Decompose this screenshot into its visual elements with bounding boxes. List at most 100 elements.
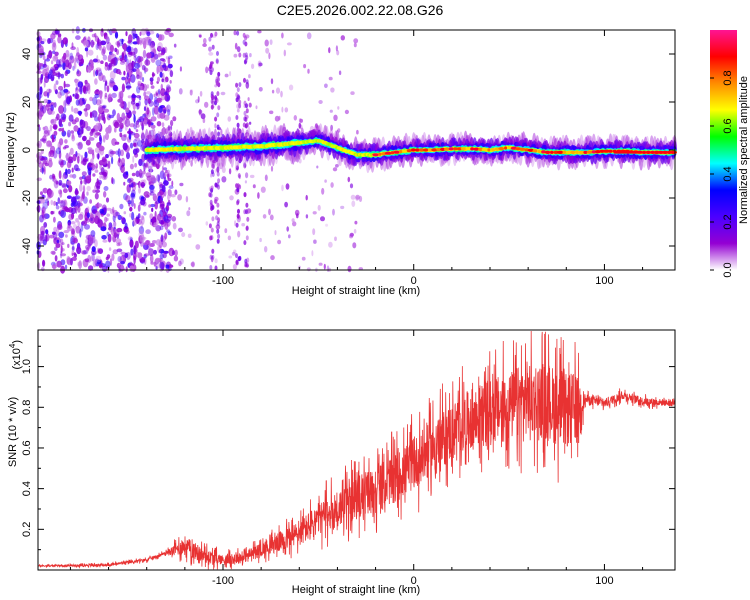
noise-cell [159, 112, 166, 119]
noise-cell [161, 206, 165, 213]
noise-cell [210, 131, 214, 137]
noise-cell [131, 211, 135, 221]
noise-cell [51, 264, 57, 269]
noise-cell [313, 239, 317, 244]
noise-cell [54, 246, 58, 251]
noise-cell [64, 70, 69, 76]
noise-cell [321, 187, 325, 195]
noise-cell [91, 110, 98, 118]
noise-cell [150, 45, 156, 53]
noise-cell [248, 74, 251, 79]
noise-cell [178, 260, 182, 267]
noise-cell [214, 123, 217, 129]
noise-cell [69, 52, 74, 60]
noise-cell [120, 251, 126, 255]
noise-cell [96, 247, 101, 254]
noise-cell [260, 156, 263, 161]
noise-cell [311, 250, 314, 257]
noise-cell [108, 149, 114, 158]
noise-cell [203, 38, 207, 44]
noise-cell [43, 91, 49, 97]
noise-cell [70, 46, 76, 51]
noise-cell [167, 63, 173, 69]
noise-cell [124, 118, 131, 128]
noise-cell [328, 241, 333, 248]
noise-cell [58, 118, 63, 127]
noise-cell [149, 191, 155, 196]
noise-cell [355, 194, 360, 200]
noise-cell [47, 92, 50, 99]
noise-cell [323, 263, 326, 270]
noise-cell [235, 259, 239, 265]
noise-cell [120, 59, 127, 63]
noise-cell [151, 58, 156, 63]
noise-cell [120, 260, 125, 265]
noise-cell [84, 110, 89, 117]
ridge-peak [556, 150, 564, 154]
noise-cell [67, 62, 72, 70]
noise-cell [233, 249, 237, 254]
noise-cell [56, 224, 63, 231]
noise-cell [142, 242, 149, 246]
spectrogram-marks [36, 26, 677, 274]
noise-cell [84, 224, 90, 230]
noise-cell [123, 42, 127, 52]
noise-cell [103, 191, 107, 198]
noise-cell [39, 225, 46, 235]
noise-cell [217, 233, 221, 239]
noise-cell [233, 30, 237, 36]
colorbar: 0.0 0.2 0.4 0.6 0.8 Normalized spectral ampl… [710, 30, 750, 278]
noise-cell [326, 265, 330, 273]
noise-cell [53, 102, 57, 108]
noise-cell [51, 134, 55, 143]
ridge-peak [378, 152, 382, 156]
noise-cell [281, 32, 284, 39]
noise-cell [141, 37, 147, 45]
noise-cell [146, 52, 152, 59]
noise-cell [171, 216, 177, 222]
noise-cell [105, 35, 109, 40]
noise-cell [113, 121, 120, 129]
noise-cell [36, 70, 42, 74]
noise-cell [94, 116, 100, 122]
noise-cell [189, 89, 193, 96]
noise-cell [53, 83, 57, 92]
noise-cell [269, 214, 274, 221]
noise-cell [245, 235, 249, 241]
noise-cell [43, 130, 49, 137]
noise-cell [139, 116, 145, 123]
noise-cell [89, 111, 93, 119]
spectrogram-y-tick-label: 20 [21, 96, 33, 108]
noise-cell [111, 28, 117, 34]
ridge-peak [453, 147, 458, 151]
noise-cell [91, 164, 95, 168]
noise-cell [157, 244, 162, 254]
noise-cell [87, 149, 94, 155]
noise-cell [94, 210, 100, 218]
noise-cell [153, 249, 158, 255]
noise-cell [134, 62, 141, 69]
noise-cell [216, 182, 220, 187]
noise-cell [59, 238, 64, 246]
noise-cell [220, 91, 226, 96]
noise-cell [73, 164, 79, 172]
noise-cell [127, 101, 131, 109]
noise-cell [209, 265, 213, 270]
noise-cell [244, 261, 248, 267]
noise-cell [245, 172, 249, 179]
noise-cell [316, 165, 319, 169]
noise-cell [138, 158, 143, 167]
noise-cell [97, 153, 100, 160]
noise-cell [255, 105, 258, 110]
ridge-peak [384, 151, 392, 155]
noise-cell [325, 223, 329, 227]
noise-cell [96, 153, 101, 159]
noise-cell [135, 129, 139, 133]
noise-cell [141, 77, 145, 82]
noise-cell [171, 250, 176, 256]
noise-cell [211, 100, 215, 106]
noise-cell [177, 194, 183, 201]
noise-cell [153, 222, 158, 227]
noise-cell [140, 121, 144, 126]
noise-cell [318, 100, 323, 104]
